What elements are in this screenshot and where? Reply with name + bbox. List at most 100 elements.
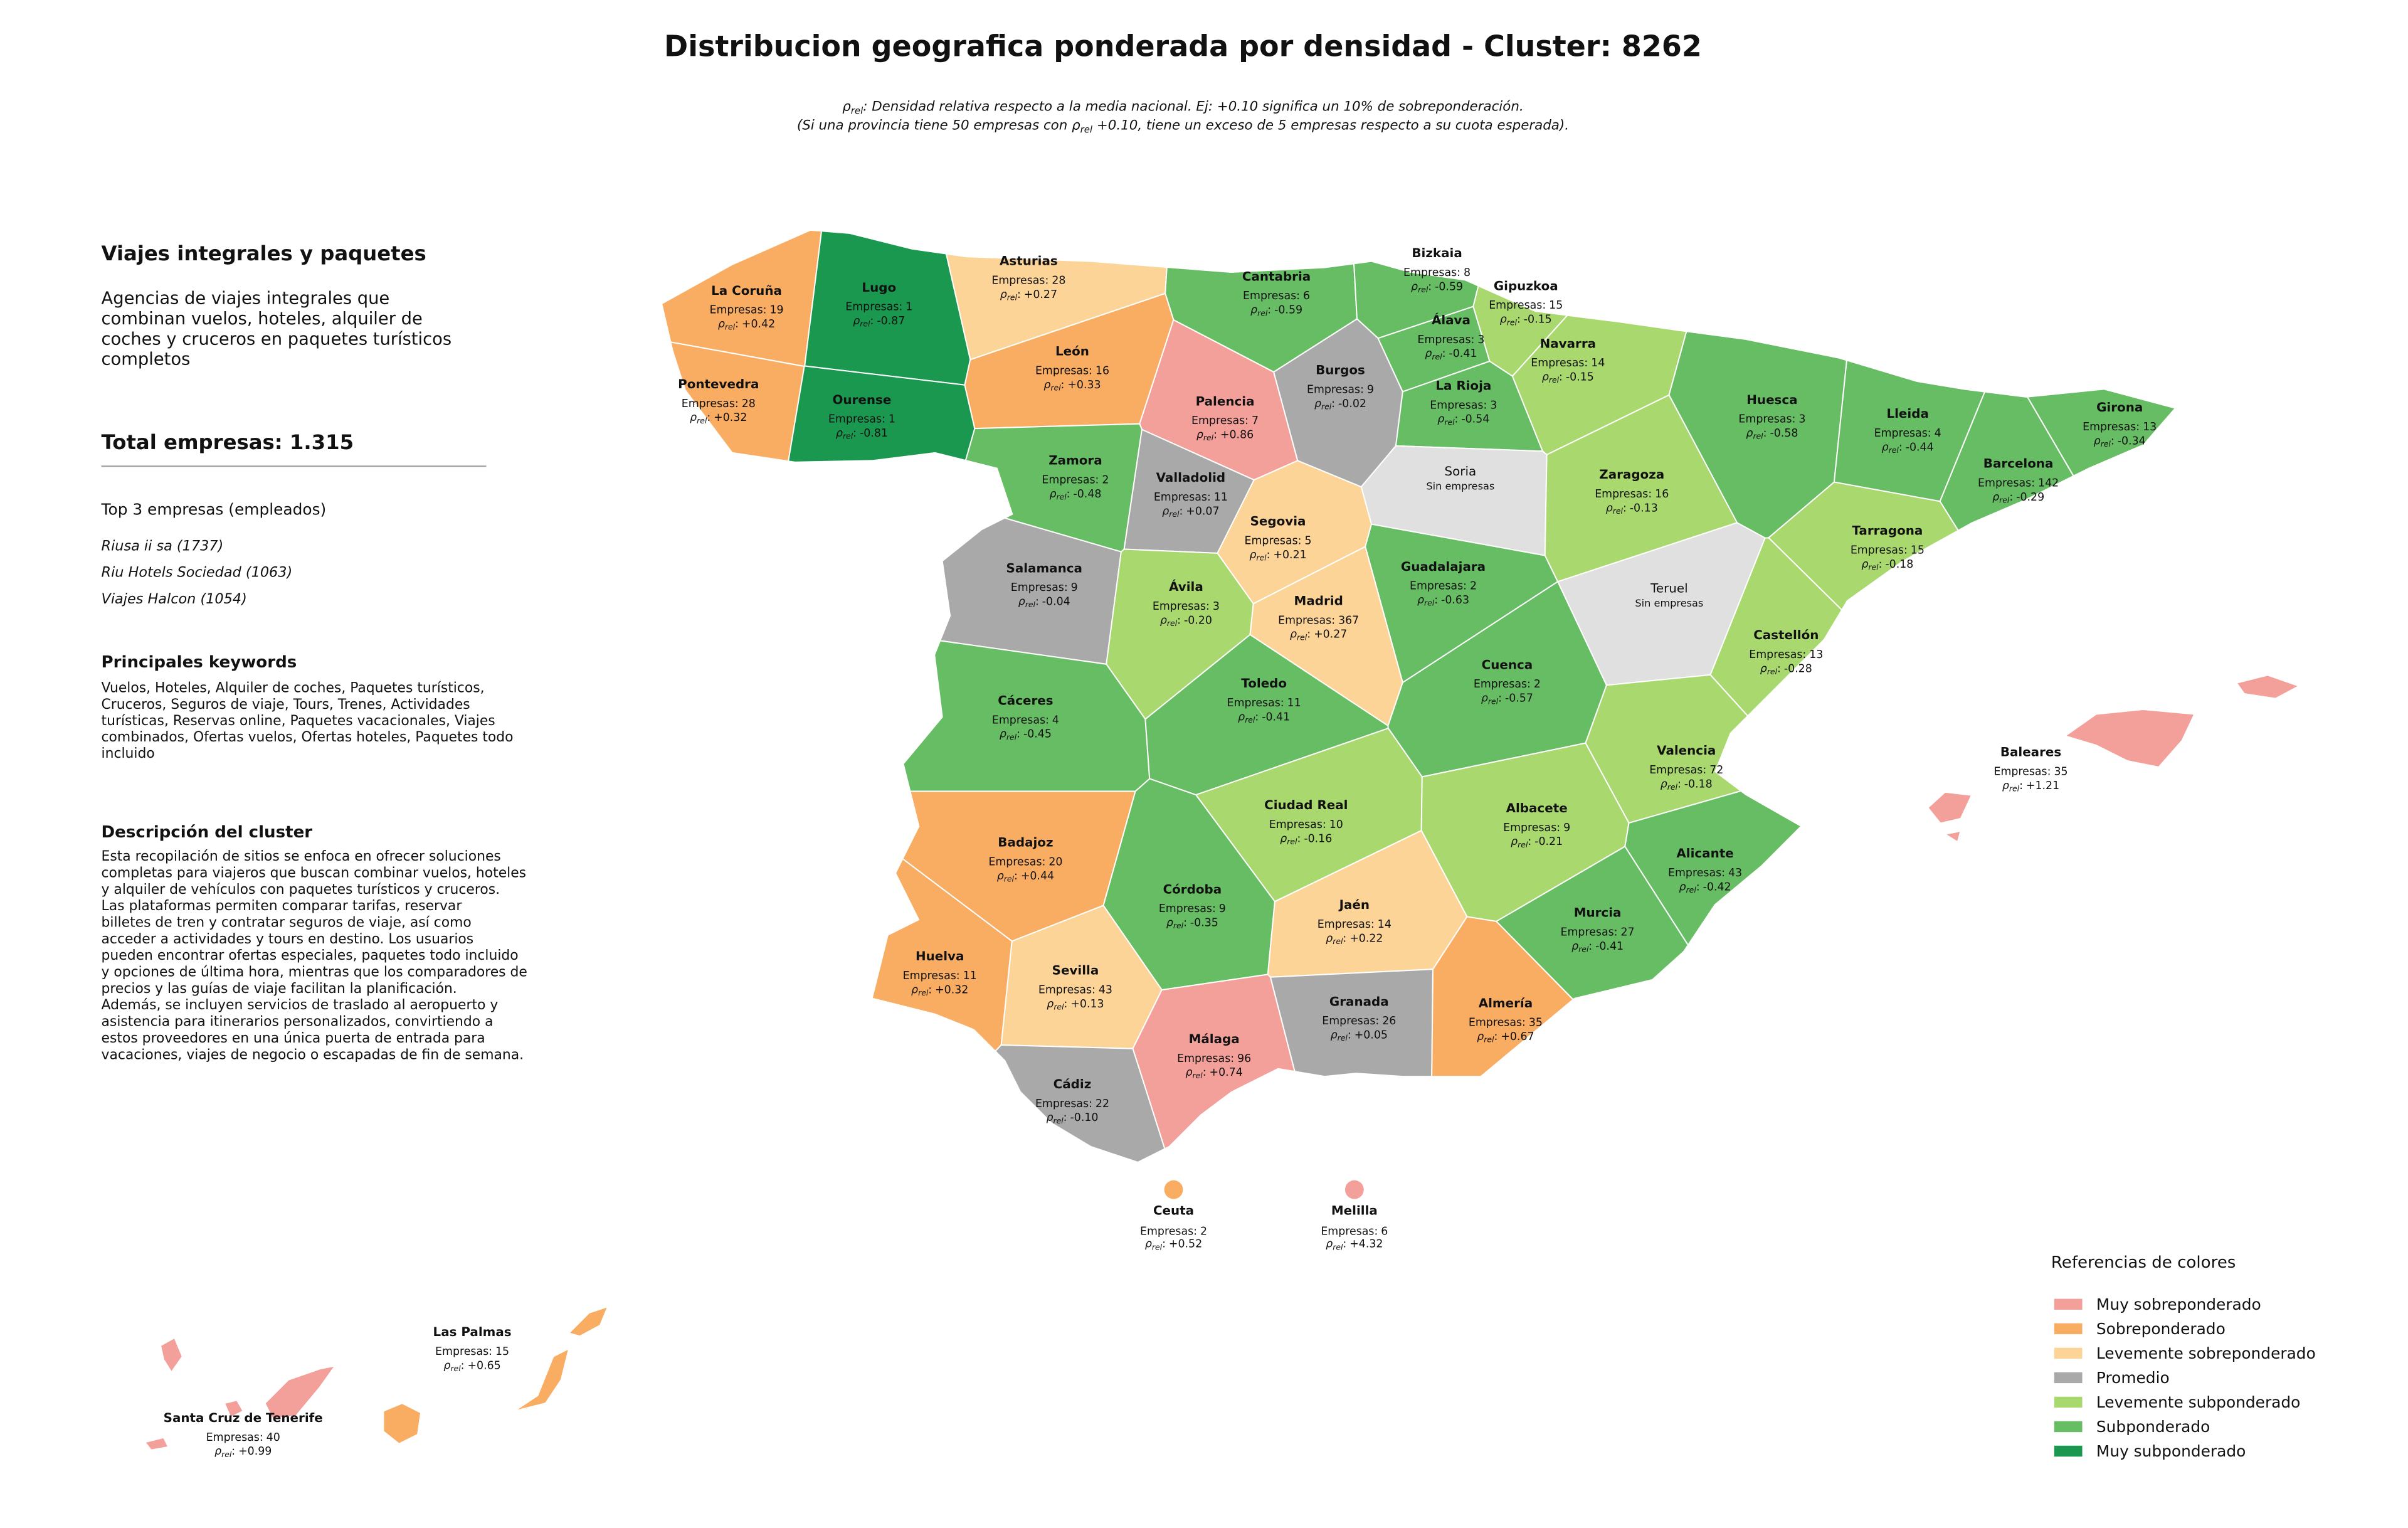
rho-suffix: : (1343, 1238, 1346, 1251)
empresas-label: Empresas: 19 (709, 304, 783, 317)
empresas-prefix: Empresas: (1430, 399, 1487, 411)
rho-suffix: : (1331, 398, 1335, 410)
province-name: Córdoba (1163, 882, 1222, 896)
empresas-prefix: Empresas: (1153, 600, 1210, 613)
rho-value: -0.48 (1073, 488, 1101, 501)
rho-label: ρrel: -0.54 (1437, 413, 1489, 427)
province-name: Málaga (1189, 1032, 1240, 1046)
empresas-label: Empresas: 2 (1474, 678, 1541, 691)
rho-symbol: ρ (1326, 932, 1333, 945)
rho-suffix: : (1528, 836, 1531, 848)
province-name: Gipuzkoa (1494, 279, 1558, 293)
rho-symbol: ρ (1661, 778, 1667, 790)
empresas-label: Empresas: 72 (1649, 764, 1723, 777)
rho-label: ρrel: -0.18 (1861, 558, 1913, 572)
province-name: Navarra (1540, 336, 1596, 351)
mainland (662, 230, 2175, 1162)
empresas-prefix: Empresas: (1561, 926, 1618, 938)
province-name: Cádiz (1054, 1077, 1092, 1091)
empresas-label: Empresas: 14 (1531, 357, 1605, 369)
empresas-label: Empresas: 6 (1321, 1226, 1388, 1238)
province-name: Alicante (1676, 846, 1733, 861)
rho-suffix: : (231, 1445, 235, 1458)
rho-label: ρrel: -0.41 (1238, 711, 1290, 724)
rho-symbol: ρ (718, 318, 725, 331)
rho-suffix: : (1177, 614, 1181, 627)
rho-subscript: rel (1054, 1002, 1064, 1011)
province-name: Cáceres (998, 694, 1053, 708)
empresas-label: Empresas: 15 (435, 1345, 509, 1358)
empresas-label: Empresas: 13 (2083, 421, 2157, 433)
legend-label: Promedio (2096, 1369, 2170, 1387)
description-heading: Descripción del cluster (102, 823, 313, 842)
rho-label: ρrel: -0.34 (2094, 435, 2146, 448)
rho-suffix: : (1442, 348, 1446, 360)
rho-value: -0.63 (1441, 594, 1469, 607)
province-name: Baleares (2000, 745, 2061, 760)
legend-swatch (2054, 1372, 2083, 1384)
rho-subscript: rel (1518, 840, 1528, 849)
province-name: Álava (1432, 313, 1471, 327)
empresas-prefix: Empresas: (1177, 1053, 1234, 1065)
empresas-label: Empresas: 40 (206, 1431, 280, 1444)
rho-subscript: rel (1753, 432, 1763, 441)
empresas-count: 11 (1287, 697, 1301, 709)
rho-value: -0.54 (1461, 413, 1489, 426)
rho-value: -0.21 (1534, 836, 1563, 848)
rho-subscript: rel (1868, 563, 1879, 572)
rho-subscript: rel (1257, 308, 1268, 317)
empresas-label: Empresas: 10 (1269, 819, 1343, 831)
empresas-count: 2 (1102, 474, 1109, 487)
empresas-prefix: Empresas: (1278, 614, 1335, 627)
rho-label: ρrel: -0.48 (1049, 488, 1101, 502)
rho-value: +4.32 (1349, 1238, 1383, 1251)
rho-subscript: rel (1193, 1071, 1203, 1080)
empresas-prefix: Empresas: (1245, 535, 1302, 548)
empresas-prefix: Empresas: (1595, 488, 1652, 501)
rho-suffix: : (1348, 1029, 1351, 1041)
rho-label: ρrel: -0.21 (1511, 836, 1563, 849)
rho-suffix: : (2009, 491, 2013, 504)
rho-suffix: : (1623, 502, 1627, 514)
empresas-count: 11 (1214, 491, 1228, 504)
rho-value: +0.27 (1024, 289, 1057, 301)
rho-suffix: : (1763, 427, 1767, 440)
province-name: Huesca (1746, 393, 1797, 407)
empresas-count: 22 (1096, 1098, 1109, 1110)
rho-symbol: ρ (1679, 881, 1686, 893)
province-shape (383, 1403, 422, 1445)
rho-label: ρrel: +0.74 (1186, 1066, 1243, 1080)
rho-label: ρrel: -0.28 (1760, 662, 1812, 676)
rho-symbol: ρ (1166, 917, 1173, 930)
province-name: Toledo (1241, 676, 1287, 691)
province-shape (223, 1399, 245, 1418)
rho-symbol: ρ (1043, 379, 1050, 391)
province-name: Bizkaia (1412, 246, 1462, 260)
province-shape (835, 1044, 1187, 1162)
rho-value: -0.18 (1684, 778, 1713, 790)
description-line: billetes de tren y contratar seguros de … (102, 915, 472, 931)
empresas-count: 72 (1709, 764, 1723, 777)
rho-suffix: : (735, 318, 739, 331)
rho-symbol: ρ (1249, 549, 1256, 561)
rho-suffix: : (1777, 662, 1781, 675)
rho-value: -0.29 (2016, 491, 2044, 504)
rho-symbol: ρ (1882, 441, 1889, 454)
rho-value: -0.02 (1338, 398, 1366, 410)
empresas-label: Empresas: 6 (1243, 290, 1310, 302)
rho-subscript: rel (1686, 885, 1697, 894)
rho-label: ρrel: -0.45 (1000, 728, 1052, 742)
province-shape (568, 1305, 610, 1337)
rho-suffix: : (1879, 558, 1883, 571)
rho-subscript: rel (1004, 874, 1015, 884)
description-line: vacaciones, viajes de negocio o escapada… (102, 1047, 524, 1063)
rho-label: ρrel: +0.07 (1162, 505, 1219, 519)
empresas-prefix: Empresas: (1322, 1015, 1379, 1027)
rho-value: -0.34 (2118, 435, 2146, 447)
legend-label: Muy sobreponderado (2096, 1295, 2261, 1313)
rho-subscript: rel (1025, 600, 1036, 609)
rho-suffix: : (1696, 881, 1700, 893)
rho-symbol: ρ (1046, 1112, 1053, 1124)
rho-value: -0.18 (1885, 558, 1913, 571)
rho-label: ρrel: +0.65 (443, 1359, 500, 1373)
